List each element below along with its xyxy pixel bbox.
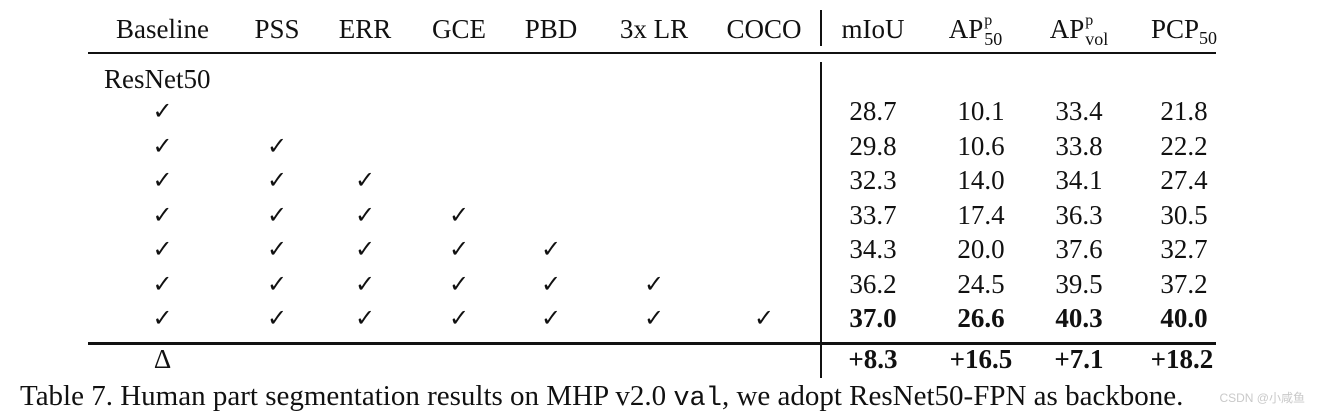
checkmark-icon: ✓ [266, 131, 288, 160]
checkmark-icon: ✓ [540, 235, 562, 263]
checkmark-icon: ✓ [643, 269, 665, 298]
watermark: CSDN @小咸鱼 [1219, 391, 1305, 405]
header-baseline: Baseline [116, 14, 209, 44]
checkmark-icon: ✓ [266, 166, 288, 194]
checkmark-icon: ✓ [643, 304, 665, 332]
cell-apvol: 34.1 [1055, 165, 1103, 195]
cell-ap50: 17.4 [957, 199, 1005, 230]
checkmark-icon: ✓ [540, 304, 562, 332]
checkmark-icon: ✓ [152, 304, 173, 332]
cell-apvol: 33.8 [1055, 130, 1103, 161]
checkmark-icon: ✓ [266, 269, 288, 298]
cell-apvol: 37.6 [1055, 234, 1103, 264]
checkmark-icon: ✓ [540, 269, 562, 298]
cell-ap50: 20.0 [957, 234, 1005, 264]
header-ap50-scripts: p 50 [983, 12, 1013, 49]
checkmark-icon: ✓ [152, 131, 173, 160]
header-pcp50: PCP50 [1136, 14, 1232, 53]
delta-miou: +8.3 [848, 344, 898, 374]
cell-pcp: 21.8 [1160, 96, 1208, 126]
checkmark-icon: ✓ [152, 269, 173, 298]
checkmark-icon: ✓ [152, 97, 173, 125]
header-gce: GCE [432, 14, 486, 44]
delta-ap50: +16.5 [949, 344, 1013, 374]
cell-pcp: 30.5 [1160, 199, 1208, 230]
checkmark-icon: ✓ [354, 304, 376, 332]
header-ap50-sub: 50 [984, 29, 1003, 49]
header-ap50-sup: p [984, 12, 993, 29]
cell-ap50: 10.1 [957, 96, 1005, 126]
caption-prefix: Table 7. Human part segmentation results… [20, 380, 674, 412]
header-ap50: AP p 50 [936, 12, 1026, 49]
header-3x-lr: 3x LR [619, 14, 689, 44]
cell-pcp: 40.0 [1160, 303, 1208, 333]
checkmark-icon: ✓ [448, 269, 470, 298]
cell-miou: 34.3 [849, 234, 897, 264]
header-miou: mIoU [841, 14, 905, 44]
top-rule [88, 52, 1216, 54]
cell-apvol: 40.3 [1055, 303, 1103, 333]
cell-pcp: 22.2 [1160, 130, 1208, 161]
cell-miou: 37.0 [849, 303, 897, 333]
header-pcp-main: PCP [1150, 14, 1200, 44]
header-err: ERR [338, 14, 392, 44]
cell-pcp: 37.2 [1160, 268, 1208, 299]
group-label: ResNet50 [104, 64, 211, 94]
header-pss: PSS [254, 14, 300, 44]
checkmark-icon: ✓ [448, 235, 470, 263]
checkmark-icon: ✓ [354, 269, 376, 298]
header-apvol-main: AP [1049, 14, 1085, 44]
cell-ap50: 14.0 [957, 165, 1005, 195]
checkmark-icon: ✓ [753, 304, 775, 332]
header-ap50-main: AP [948, 14, 984, 44]
checkmark-icon: ✓ [152, 166, 173, 194]
checkmark-icon: ✓ [448, 200, 470, 229]
delta-label: Δ [153, 344, 172, 374]
header-apvol: AP p vol [1034, 12, 1130, 49]
table-caption: Table 7. Human part segmentation results… [20, 378, 1315, 417]
cell-pcp: 32.7 [1160, 234, 1208, 264]
checkmark-icon: ✓ [266, 304, 288, 332]
cell-ap50: 26.6 [957, 303, 1005, 333]
checkmark-icon: ✓ [354, 166, 376, 194]
caption-suffix: , we adopt ResNet50-FPN as backbone. [721, 380, 1184, 412]
checkmark-icon: ✓ [266, 235, 288, 263]
cell-miou: 33.7 [849, 199, 897, 230]
caption-code: val [673, 384, 722, 414]
cell-apvol: 39.5 [1055, 268, 1103, 299]
cell-miou: 28.7 [849, 96, 897, 126]
delta-apvol: +7.1 [1054, 344, 1104, 374]
checkmark-icon: ✓ [266, 200, 288, 229]
cell-ap50: 24.5 [957, 268, 1005, 299]
header-pbd: PBD [524, 14, 578, 44]
cell-pcp: 27.4 [1160, 165, 1208, 195]
checkmark-icon: ✓ [152, 200, 173, 229]
column-separator-body [820, 62, 822, 378]
checkmark-icon: ✓ [448, 304, 470, 332]
checkmark-icon: ✓ [354, 235, 376, 263]
column-separator [820, 10, 822, 46]
checkmark-icon: ✓ [354, 200, 376, 229]
delta-rule [88, 342, 1216, 345]
cell-miou: 32.3 [849, 165, 897, 195]
cell-ap50: 10.6 [957, 130, 1005, 161]
cell-miou: 29.8 [849, 130, 897, 161]
header-coco: COCO [726, 14, 802, 44]
header-pcp-sub: 50 [1199, 28, 1218, 48]
cell-apvol: 36.3 [1055, 199, 1103, 230]
checkmark-icon: ✓ [152, 235, 173, 263]
cell-miou: 36.2 [849, 268, 897, 299]
header-apvol-sub: vol [1085, 29, 1109, 49]
header-apvol-scripts: p vol [1084, 12, 1114, 49]
header-apvol-sup: p [1085, 12, 1094, 29]
cell-apvol: 33.4 [1055, 96, 1103, 126]
delta-pcp: +18.2 [1150, 344, 1214, 374]
